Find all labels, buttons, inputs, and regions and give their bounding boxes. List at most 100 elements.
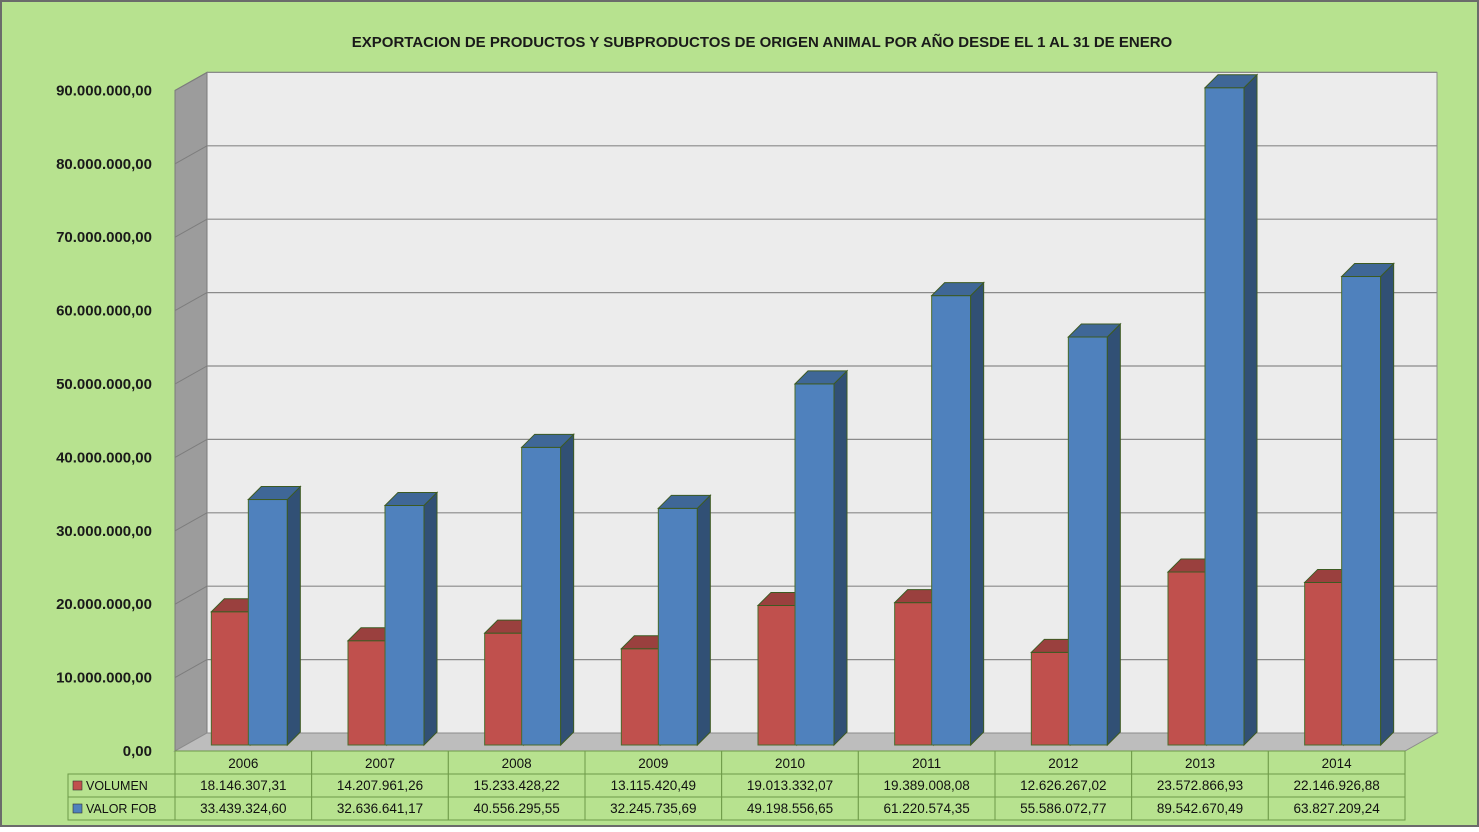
bar-side-face — [833, 369, 848, 747]
x-category-label: 2014 — [1322, 756, 1353, 771]
bar-side-face — [970, 281, 985, 747]
bar-top-face — [247, 486, 302, 501]
table-cell — [1267, 796, 1406, 821]
chart-title: EXPORTACION DE PRODUCTOS Y SUBPRODUCTOS … — [352, 33, 1173, 51]
y-tick-label: 80.000.000,00 — [56, 156, 152, 173]
data-value-label: 12.626.267,02 — [1020, 778, 1106, 793]
bar-front-face — [1167, 571, 1208, 746]
y-gridline-side — [174, 365, 208, 385]
data-value-label: 40.556.295,55 — [473, 801, 559, 816]
bar-front-face — [1341, 276, 1382, 746]
bar-front-face — [757, 604, 798, 746]
bar-front-face — [210, 611, 251, 746]
bar-front-face — [1030, 651, 1071, 746]
y-tick-label: 30.000.000,00 — [56, 523, 152, 540]
bar-front-face — [247, 499, 288, 746]
x-category-label: 2008 — [502, 756, 532, 771]
data-value-label: 55.586.072,77 — [1020, 801, 1106, 816]
data-value-label: 14.207.961,26 — [337, 778, 423, 793]
bar-front-face — [794, 383, 835, 746]
bar-side-face — [423, 491, 438, 747]
y-gridline-side — [174, 292, 208, 312]
x-category-label: 2011 — [912, 756, 941, 771]
data-value-label: 19.013.332,07 — [747, 778, 833, 793]
data-value-label: 22.146.926,88 — [1293, 778, 1379, 793]
bar-front-face — [1204, 87, 1245, 746]
y-axis-layer: 0,00 10.000.000,00 20.000.000,00 30.000.000… — [56, 82, 152, 760]
bars-layer — [210, 73, 1395, 747]
data-value-label: 32.245.735,69 — [610, 801, 696, 816]
y-tick-label: 90.000.000,00 — [56, 82, 152, 99]
data-value-label: 89.542.670,49 — [1157, 801, 1243, 816]
legend-label: VALOR FOB — [86, 802, 157, 816]
bar-top-face — [1340, 263, 1395, 278]
y-tick-label: 20.000.000,00 — [56, 596, 152, 613]
legend-key-valor-fob — [72, 803, 83, 814]
bar-side-face — [286, 485, 301, 747]
bar-side-face — [560, 433, 575, 747]
data-table-layer: 2006 2007 2008 2009 2010 2011 2012 2013 2014 VOLU… — [67, 750, 1406, 821]
data-value-label: 15.233.428,22 — [473, 778, 559, 793]
bar-top-face — [520, 433, 575, 448]
bar-side-face — [1106, 322, 1121, 747]
bar-top-face — [1203, 74, 1259, 89]
data-value-label: 33.439.324,60 — [200, 801, 286, 816]
bar-side-face — [1380, 262, 1395, 747]
bar-front-face — [931, 295, 972, 746]
bar-valor-fob-2012 — [1067, 322, 1122, 747]
x-category-label: 2013 — [1185, 756, 1215, 771]
bar-valor-fob-2011 — [930, 281, 985, 747]
y-tick-label: 0,00 — [123, 743, 152, 760]
data-value-label: 49.198.556,65 — [747, 801, 833, 816]
y-gridline-side — [174, 512, 208, 532]
bar-valor-fob-2008 — [520, 433, 575, 747]
x-category-label: 2007 — [365, 756, 395, 771]
x-category-label: 2012 — [1048, 756, 1078, 771]
bar-top-face — [383, 491, 439, 506]
y-gridline-side — [174, 71, 208, 91]
bar-front-face — [1304, 581, 1345, 746]
bar-top-face — [1067, 323, 1122, 338]
y-tick-label: 70.000.000,00 — [56, 229, 152, 246]
bar-front-face — [521, 446, 562, 746]
y-gridline-side — [174, 438, 208, 458]
bar-top-face — [793, 370, 849, 385]
bar-top-face — [657, 494, 712, 509]
data-value-label: 61.220.574,35 — [883, 801, 969, 816]
bar-valor-fob-2013 — [1203, 73, 1259, 747]
bar-front-face — [894, 602, 935, 746]
bar-front-face — [384, 504, 425, 746]
y-tick-label: 10.000.000,00 — [56, 670, 152, 687]
bar-side-face — [696, 494, 711, 747]
y-tick-label: 50.000.000,00 — [56, 376, 152, 393]
bar-front-face — [484, 632, 525, 746]
data-value-label: 13.115.420,49 — [611, 778, 696, 793]
y-tick-label: 40.000.000,00 — [56, 449, 152, 466]
y-gridline-side — [174, 659, 208, 679]
bar-front-face — [620, 648, 661, 746]
data-value-label: 23.572.866,93 — [1157, 778, 1243, 793]
plot-side-wall — [174, 71, 208, 752]
data-value-label: 32.636.641,17 — [337, 801, 423, 816]
data-value-label: 19.389.008,08 — [883, 778, 969, 793]
bar-front-face — [657, 507, 698, 746]
x-category-label: 2010 — [775, 756, 805, 771]
data-value-label: 18.146.307,31 — [200, 778, 286, 793]
y-gridline-side — [174, 218, 208, 238]
y-gridline-side — [174, 585, 208, 605]
bar-valor-fob-2007 — [383, 491, 439, 747]
legend-key-volumen — [72, 780, 83, 791]
bar-side-face — [1243, 73, 1258, 747]
bar-valor-fob-2010 — [793, 369, 849, 747]
bar-valor-fob-2009 — [657, 494, 712, 747]
bar-valor-fob-2014 — [1340, 262, 1395, 747]
bar-top-face — [930, 282, 985, 297]
legend-label: VOLUMEN — [86, 779, 148, 793]
bar-valor-fob-2006 — [247, 485, 302, 747]
x-category-label: 2006 — [228, 756, 258, 771]
y-gridline-side — [174, 145, 208, 165]
bar-front-face — [347, 640, 388, 746]
data-value-label: 63.827.209,24 — [1293, 801, 1380, 816]
